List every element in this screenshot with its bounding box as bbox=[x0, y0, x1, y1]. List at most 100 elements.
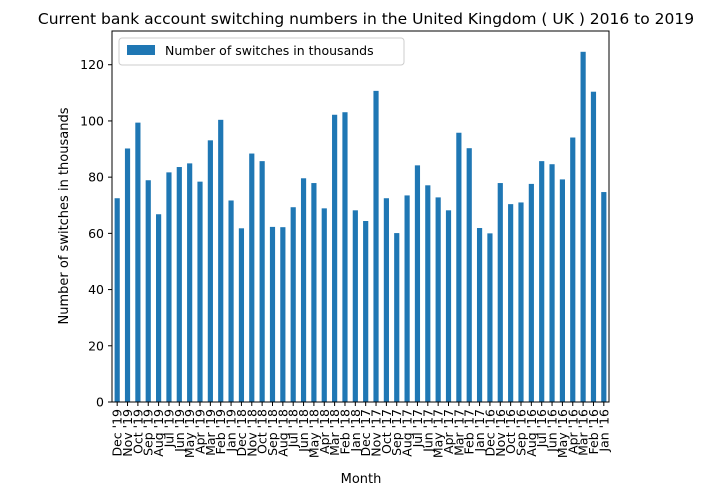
bars bbox=[114, 51, 607, 403]
bar bbox=[580, 51, 586, 403]
bar bbox=[207, 140, 213, 402]
bar bbox=[197, 181, 203, 402]
x-tick-label: May '16 bbox=[555, 409, 570, 458]
y-tick-label: 100 bbox=[80, 113, 104, 128]
x-tick-label: Feb '19 bbox=[213, 409, 228, 454]
bar bbox=[528, 183, 534, 402]
bar bbox=[145, 180, 151, 402]
y-tick-label: 60 bbox=[88, 226, 104, 241]
bar bbox=[228, 200, 234, 402]
bar bbox=[156, 214, 162, 402]
y-tick-label: 120 bbox=[80, 57, 104, 72]
x-tick-label: Dec '16 bbox=[482, 409, 497, 457]
y-tick-label: 20 bbox=[88, 338, 104, 353]
bar bbox=[342, 112, 348, 402]
bar bbox=[124, 148, 131, 402]
x-tick-label: Jan '17 bbox=[472, 409, 487, 453]
y-tick-label: 80 bbox=[88, 170, 104, 185]
bar bbox=[114, 198, 120, 402]
legend-box bbox=[118, 37, 405, 66]
bar bbox=[404, 195, 410, 402]
bar bbox=[300, 178, 307, 402]
bar bbox=[321, 208, 327, 402]
x-axis-label: Month bbox=[341, 472, 382, 487]
bar bbox=[414, 165, 421, 402]
bar bbox=[135, 122, 141, 402]
bar bbox=[539, 161, 545, 402]
x-tick-label: Apr '18 bbox=[317, 409, 332, 454]
x-tick-label: Nov '18 bbox=[244, 409, 259, 457]
x-tick-label: Jun '17 bbox=[420, 409, 435, 453]
bar bbox=[435, 197, 441, 402]
x-tick-label: May '18 bbox=[306, 409, 321, 458]
bar bbox=[332, 114, 338, 402]
x-tick-label: Nov '19 bbox=[120, 409, 135, 457]
x-tick-label: Sep '16 bbox=[513, 409, 528, 456]
x-tick-label: Jun '19 bbox=[172, 409, 187, 453]
x-tick-label: Aug '19 bbox=[151, 409, 166, 457]
x-tick-label: Jun '16 bbox=[545, 409, 560, 453]
bar bbox=[218, 119, 224, 402]
bar bbox=[259, 161, 265, 402]
bar bbox=[187, 163, 193, 402]
bar bbox=[508, 204, 514, 402]
bar bbox=[601, 192, 607, 402]
bar bbox=[290, 207, 296, 402]
bar bbox=[383, 198, 389, 402]
x-tick-label: Jan '18 bbox=[348, 409, 363, 453]
bar bbox=[549, 164, 555, 402]
x-tick-label: May '19 bbox=[182, 409, 197, 458]
bar bbox=[518, 202, 524, 402]
x-tick-label: Mar '16 bbox=[576, 409, 591, 456]
x-tick-label: Jul '16 bbox=[534, 409, 549, 448]
bar bbox=[559, 179, 565, 402]
x-tick-label: Dec '18 bbox=[234, 409, 249, 457]
x-tick-label: Oct '16 bbox=[503, 409, 518, 454]
bar bbox=[373, 90, 379, 403]
x-tick-label: May '17 bbox=[431, 409, 446, 458]
x-tick-label: Jul '18 bbox=[286, 409, 301, 448]
bar bbox=[166, 172, 172, 402]
x-tick-label: Apr '17 bbox=[441, 409, 456, 454]
bar bbox=[352, 210, 358, 402]
y-axis-ticks: 0 20 40 60 80 100 120 bbox=[80, 57, 112, 410]
legend-swatch bbox=[127, 45, 155, 55]
x-tick-label: Jun '18 bbox=[296, 409, 311, 453]
x-tick-label: Aug '17 bbox=[400, 409, 415, 457]
bar bbox=[311, 183, 317, 402]
legend: Number of switches in thousands bbox=[118, 37, 405, 66]
x-tick-label: Sep '19 bbox=[141, 409, 156, 456]
x-tick-label: Apr '19 bbox=[193, 409, 208, 454]
x-tick-label: Oct '18 bbox=[255, 409, 270, 454]
x-tick-label: Sep '18 bbox=[265, 409, 280, 456]
bar bbox=[425, 185, 431, 402]
x-tick-label: Aug '18 bbox=[275, 409, 290, 457]
x-tick-label: Dec '17 bbox=[358, 409, 373, 457]
bar bbox=[466, 148, 472, 402]
x-tick-label: Feb '18 bbox=[337, 409, 352, 454]
x-tick-label: Mar '18 bbox=[327, 409, 342, 456]
bar bbox=[176, 167, 182, 402]
x-tick-label: Mar '17 bbox=[451, 409, 466, 456]
y-tick-label: 0 bbox=[96, 395, 104, 410]
y-tick-label: 40 bbox=[88, 282, 104, 297]
x-tick-label: Feb '16 bbox=[586, 409, 601, 454]
x-tick-label: Jan '16 bbox=[596, 409, 611, 453]
y-axis-label: Number of switches in thousands bbox=[57, 107, 72, 324]
x-tick-label: Sep '17 bbox=[389, 409, 404, 456]
x-tick-label: Dec '19 bbox=[110, 409, 125, 457]
bar bbox=[238, 228, 245, 402]
x-tick-label: Oct '17 bbox=[379, 409, 394, 454]
x-tick-label: Feb '17 bbox=[462, 409, 477, 454]
x-tick-label: Mar '19 bbox=[203, 409, 218, 456]
x-tick-label: Jul '17 bbox=[410, 409, 425, 448]
bar bbox=[394, 233, 400, 402]
x-tick-label: Jan '19 bbox=[224, 409, 239, 453]
bar bbox=[280, 227, 286, 402]
bar bbox=[497, 183, 503, 402]
x-tick-label: Oct '19 bbox=[130, 409, 145, 454]
bar bbox=[570, 137, 576, 402]
legend-label: Number of switches in thousands bbox=[165, 43, 374, 58]
